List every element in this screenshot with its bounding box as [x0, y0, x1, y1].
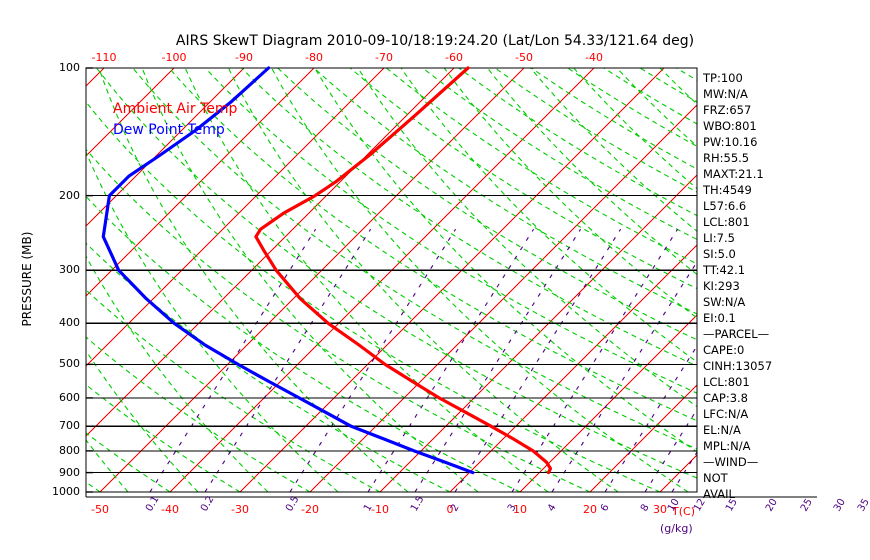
parameter-item: FRZ:657 [703, 103, 752, 117]
pressure-tick: 400 [59, 316, 80, 330]
parameter-item: LCL:801 [703, 375, 750, 389]
parameter-item: EI:0.1 [703, 311, 736, 325]
parameter-item: SW:N/A [703, 295, 746, 309]
pressure-tick: 1000 [52, 485, 80, 498]
parameter-item: TT:42.1 [703, 263, 746, 277]
pressure-axis-label: PRESSURE (MB) [20, 231, 34, 327]
parameter-item: LI:7.5 [703, 231, 735, 245]
pressure-tick: 500 [59, 357, 80, 371]
bottom-temp-tick: -20 [301, 503, 319, 516]
parameter-item: CAP:3.8 [703, 391, 748, 405]
parameter-item: TP:100 [703, 71, 743, 85]
parameter-item: RH:55.5 [703, 151, 750, 165]
temperature-axis-caption: T(C) [672, 505, 695, 518]
legend-dew-point-temp: Dew Point Temp [113, 122, 225, 138]
parameter-item: CAPE:0 [703, 343, 745, 357]
pressure-tick: 800 [59, 443, 80, 457]
top-temp-tick: -100 [161, 51, 187, 64]
parameter-item: KI:293 [703, 279, 740, 293]
ambient-temp-curve [254, 66, 553, 475]
bottom-temp-tick: 30 [653, 503, 667, 516]
top-temp-tick: -90 [235, 51, 253, 64]
mixing-ratio-axis-caption: (g/kg) [660, 522, 693, 535]
pressure-tick: 600 [59, 390, 80, 404]
top-temp-tick: -40 [585, 51, 603, 64]
top-temp-tick: -60 [445, 51, 463, 64]
bottom-temp-tick: 0 [446, 503, 454, 516]
bottom-temp-tick: 20 [583, 503, 597, 516]
pressure-tick: 900 [59, 465, 80, 479]
bottom-temp-tick: -50 [91, 503, 109, 516]
parameter-item: EL:N/A [703, 423, 741, 437]
parameter-item: —WIND— [703, 455, 759, 469]
top-temp-tick: -50 [515, 51, 533, 64]
parameter-item: AVAIL [703, 487, 735, 501]
bottom-temp-tick: -40 [161, 503, 179, 516]
parameter-item: L57:6.6 [703, 199, 747, 213]
parameter-item: MPL:N/A [703, 439, 751, 453]
page-title: AIRS SkewT Diagram 2010-09-10/18:19:24.2… [175, 33, 695, 49]
pressure-tick: 300 [59, 263, 80, 277]
parameter-item: LCL:801 [703, 215, 750, 229]
pressure-tick: 200 [59, 188, 80, 202]
parameter-item: WBO:801 [703, 119, 757, 133]
parameter-item: MW:N/A [703, 87, 748, 101]
parameter-item: LFC:N/A [703, 407, 749, 421]
pressure-tick: 100 [59, 61, 80, 74]
bottom-temp-tick: 10 [513, 503, 527, 516]
parameter-item: CINH:13057 [703, 359, 773, 373]
top-temp-tick: -70 [375, 51, 393, 64]
parameter-item: SI:5.0 [703, 247, 736, 261]
parameter-item: PW:10.16 [703, 135, 758, 149]
parameter-item: NOT [703, 471, 728, 485]
legend-ambient-air-temp: Ambient Air Temp [113, 101, 238, 117]
dew-point-curve [101, 66, 475, 475]
parameter-item: TH:4549 [703, 183, 752, 197]
bottom-temp-tick: -10 [371, 503, 389, 516]
top-temp-tick: -110 [91, 51, 117, 64]
parameter-item: MAXT:21.1 [703, 167, 764, 181]
top-temp-tick: -80 [305, 51, 323, 64]
parameter-item: —PARCEL— [703, 327, 770, 341]
pressure-tick: 700 [59, 419, 80, 433]
bottom-temp-tick: -30 [231, 503, 249, 516]
